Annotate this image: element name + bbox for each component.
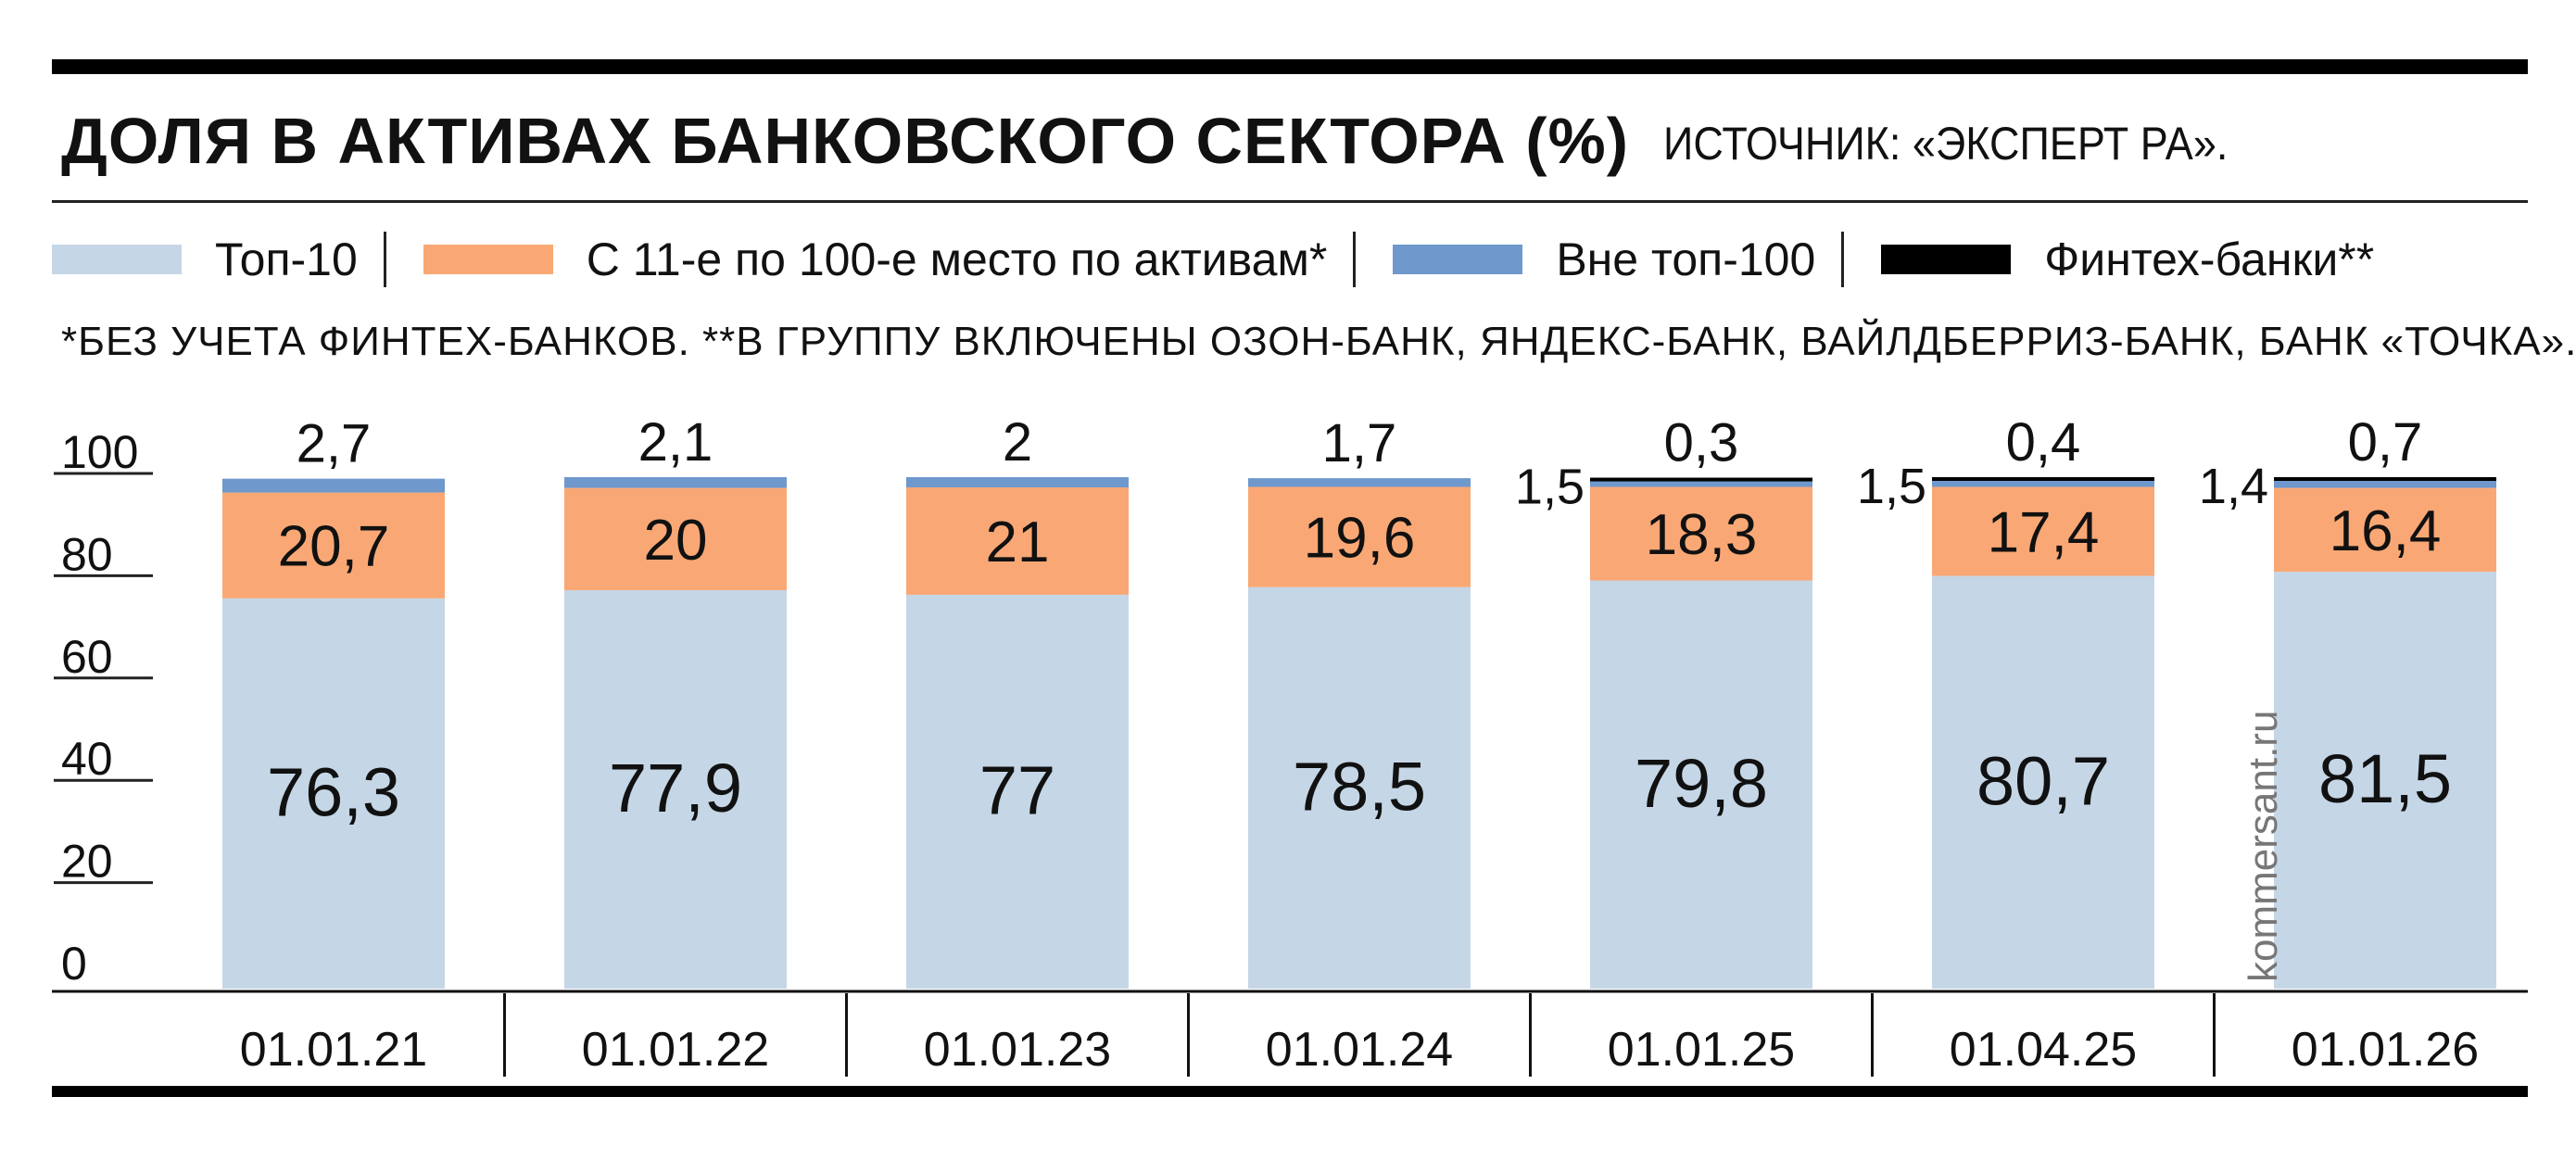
bar-segment-fintech — [1590, 477, 1812, 482]
x-tick-label: 01.01.21 — [240, 1023, 427, 1077]
bar-segment-mid — [564, 487, 787, 590]
legend-label-top10: Топ-10 — [215, 233, 358, 285]
data-label-outside: 2,1 — [638, 412, 713, 473]
bar-segment-outside — [222, 478, 445, 493]
header-divider — [52, 200, 2528, 203]
data-label-fintech: 0,4 — [2006, 412, 2081, 473]
bar-segment-outside — [1248, 478, 1471, 487]
data-label-top10: 80,7 — [1976, 742, 2110, 819]
bar-segment-top10 — [564, 589, 787, 989]
data-label-outside: 2 — [1003, 412, 1032, 473]
x-tick-label: 01.01.23 — [924, 1023, 1111, 1077]
bar-segment-outside — [1590, 479, 1812, 487]
y-tick-label: 60 — [61, 631, 113, 683]
bar-segment-top10 — [1248, 586, 1471, 989]
top-rule — [52, 59, 2528, 74]
data-label-top10: 79,8 — [1635, 745, 1768, 822]
chart-title: ДОЛЯ В АКТИВАХ БАНКОВСКОГО СЕКТОРА (%) — [61, 105, 1630, 177]
y-tick-label: 40 — [61, 733, 113, 785]
bar-segment-top10 — [906, 594, 1129, 989]
legend-label-fintech: Финтех-банки** — [2044, 233, 2375, 285]
x-tick-label: 01.01.26 — [2292, 1023, 2479, 1077]
data-label-fintech: 0,3 — [1664, 413, 1739, 473]
bar-segment-outside — [2274, 480, 2496, 488]
data-label-outside: 1,7 — [1322, 413, 1397, 473]
source-note: ИСТОЧНИК: «ЭКСПЕРТ РА». — [1663, 118, 2229, 170]
data-label-mid: 20,7 — [278, 515, 390, 579]
bar-segment-outside — [564, 477, 787, 488]
bar-segment-top10 — [222, 598, 445, 989]
legend-swatch-top10 — [52, 245, 182, 274]
watermark: kommersant.ru — [2241, 710, 2286, 982]
data-label-top10: 81,5 — [2318, 740, 2452, 817]
bar-segment-top10 — [1590, 580, 1812, 989]
y-tick-label: 80 — [61, 528, 113, 580]
data-label-top10: 77,9 — [609, 750, 742, 826]
bar-segment-mid — [1248, 486, 1471, 587]
legend-separator — [383, 232, 386, 287]
bar-segment-mid — [1932, 486, 2154, 576]
bottom-rule — [52, 1086, 2528, 1097]
bar-segment-mid — [1590, 486, 1812, 581]
bar-segment-top10 — [2274, 572, 2496, 989]
legend-label-outside: Вне топ-100 — [1556, 233, 1816, 285]
bar-segment-outside — [1932, 479, 2154, 487]
data-label-mid: 19,6 — [1304, 507, 1416, 571]
legend-separator — [1353, 232, 1357, 287]
bar-segment-mid — [222, 492, 445, 599]
data-label-mid: 20 — [644, 509, 708, 573]
data-label-top10: 77 — [979, 751, 1055, 828]
data-label-outside: 2,7 — [297, 414, 372, 474]
bar-segment-top10 — [1932, 575, 2154, 989]
bar-segment-mid — [906, 487, 1129, 595]
data-label-mid: 16,4 — [2330, 499, 2442, 563]
x-tick-label: 01.04.25 — [1950, 1023, 2137, 1077]
data-label-outside: 1,4 — [2199, 459, 2268, 514]
legend-label-mid: С 11-е по 100-е место по активам* — [586, 233, 1328, 285]
y-tick-label: 100 — [61, 426, 138, 478]
data-label-fintech: 0,7 — [2348, 412, 2423, 473]
legend-swatch-outside — [1393, 245, 1523, 274]
legend: Топ-10 С 11-е по 100-е место по активам*… — [52, 230, 2400, 289]
data-label-top10: 78,5 — [1293, 748, 1426, 825]
bar-segment-mid — [2274, 487, 2496, 573]
legend-separator — [1841, 232, 1845, 287]
data-label-outside: 1,5 — [1857, 459, 1926, 514]
bar-segment-outside — [906, 477, 1129, 488]
data-label-top10: 76,3 — [267, 753, 400, 830]
y-tick-label: 20 — [61, 836, 113, 888]
legend-swatch-fintech — [1881, 245, 2012, 274]
data-label-outside: 1,5 — [1515, 460, 1585, 515]
data-label-mid: 21 — [986, 511, 1050, 574]
bar-segment-fintech — [2274, 477, 2496, 481]
data-label-mid: 17,4 — [1988, 501, 2100, 565]
footnote: *БЕЗ УЧЕТА ФИНТЕХ-БАНКОВ. **В ГРУППУ ВКЛ… — [61, 319, 2576, 364]
bar-segment-fintech — [1932, 477, 2154, 481]
x-tick-label: 01.01.25 — [1608, 1023, 1795, 1077]
legend-swatch-mid — [423, 245, 553, 274]
data-label-mid: 18,3 — [1646, 503, 1758, 567]
y-tick-label: 0 — [61, 938, 87, 990]
x-tick-label: 01.01.24 — [1266, 1023, 1453, 1077]
x-tick-label: 01.01.22 — [582, 1023, 769, 1077]
